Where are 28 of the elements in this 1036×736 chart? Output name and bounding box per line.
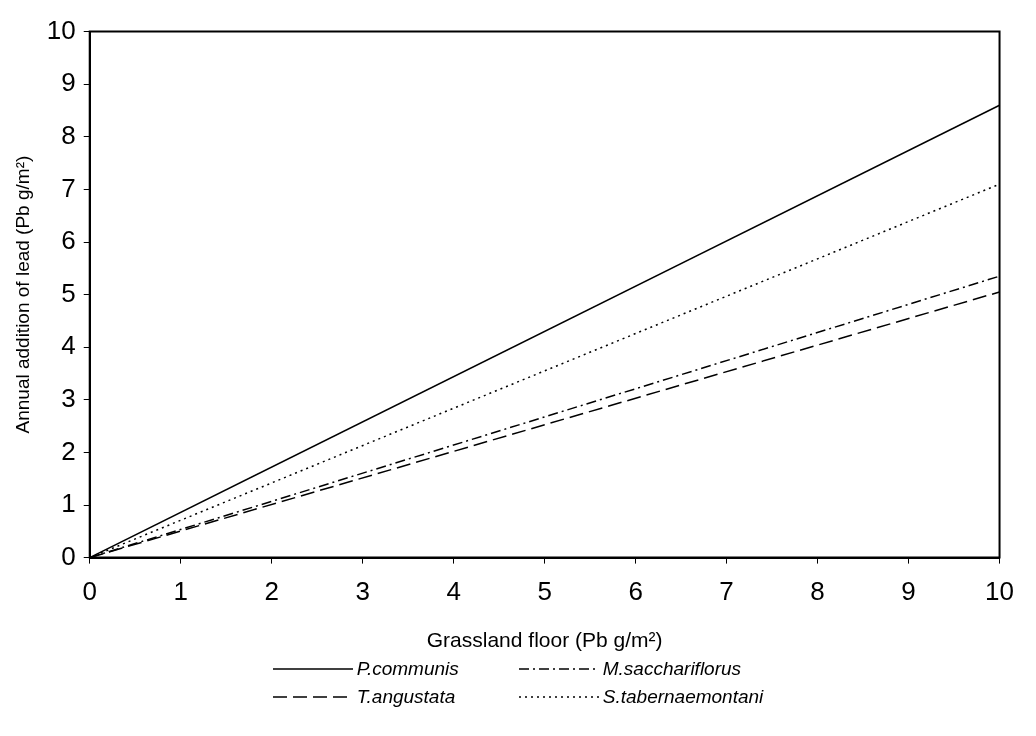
x-tick-label: 8 bbox=[810, 576, 825, 607]
x-tick-label: 0 bbox=[82, 576, 97, 607]
y-tick-label: 2 bbox=[61, 435, 76, 466]
legend-label: T.angustata bbox=[356, 686, 456, 708]
y-tick-label: 10 bbox=[46, 14, 76, 45]
x-tick-label: 7 bbox=[719, 576, 734, 607]
y-tick-label: 9 bbox=[61, 67, 76, 98]
y-tick-label: 7 bbox=[61, 172, 76, 203]
y-tick-label: 0 bbox=[61, 540, 76, 571]
y-tick-label: 6 bbox=[61, 225, 76, 256]
x-tick-label: 1 bbox=[173, 576, 188, 607]
x-tick-label: 4 bbox=[446, 576, 461, 607]
y-tick-label: 3 bbox=[61, 382, 76, 413]
y-axis-title: Annual addition of lead (Pb g/m²) bbox=[11, 155, 33, 434]
y-tick-label: 5 bbox=[61, 277, 76, 308]
x-tick-label: 2 bbox=[264, 576, 279, 607]
x-tick-label: 6 bbox=[628, 576, 643, 607]
y-tick-label: 4 bbox=[61, 330, 76, 361]
x-tick-label: 9 bbox=[901, 576, 916, 607]
y-tick-label: 8 bbox=[61, 119, 76, 150]
x-tick-label: 10 bbox=[985, 576, 1014, 607]
x-tick-label: 3 bbox=[355, 576, 370, 607]
legend-label: M.sacchariflorus bbox=[602, 658, 742, 680]
x-tick-label: 5 bbox=[537, 576, 552, 607]
x-axis-title: Grassland floor (Pb g/m²) bbox=[426, 628, 663, 652]
legend-label: P.communis bbox=[356, 658, 459, 680]
y-tick-label: 1 bbox=[61, 488, 76, 519]
legend-label: S.tabernaemontani bbox=[602, 686, 764, 708]
